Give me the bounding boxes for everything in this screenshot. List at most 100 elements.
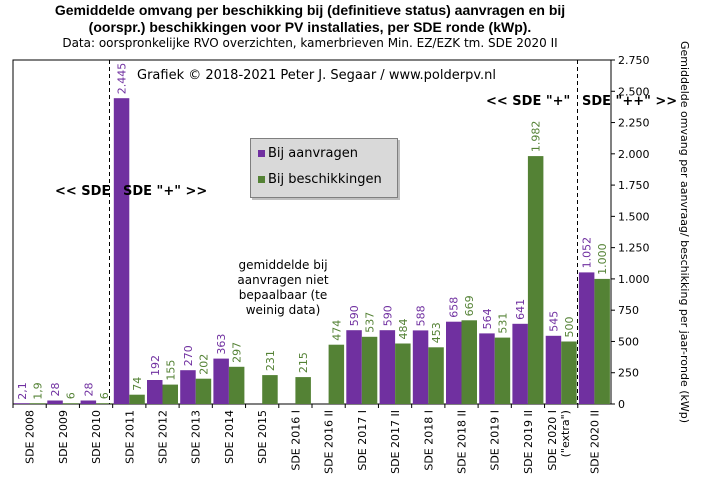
y-tick-label: 0 [618,398,625,411]
bar-beschikkingen [494,337,511,404]
bar-beschikkingen [561,341,577,404]
bar-beschikkingen [295,377,311,404]
note-line2: aanvragen niet [237,273,329,287]
note-line1: gemiddelde bij [238,258,328,272]
data-label-aanvragen: 588 [415,305,428,326]
bar-beschikkingen [527,156,544,404]
x-tick-label: SDE 2018 II [456,410,469,474]
data-label-aanvragen: 545 [547,311,560,332]
bar-beschikkingen [129,394,145,404]
bar-aanvragen [213,358,229,404]
data-label-beschikkingen: 537 [364,312,377,333]
data-label-aanvragen: 363 [215,334,228,355]
legend: Bij aanvragen Bij beschikkingen [250,138,398,198]
data-label-beschikkingen: 453 [430,322,443,343]
bar-beschikkingen [162,384,178,404]
data-label-aanvragen: 2,1 [16,382,29,400]
y-tick-label: 1.750 [618,179,650,192]
y-axis: 0 250 500 750 1.000 1.250 1.500 1.750 2.000 2.250… [611,54,650,411]
data-label-beschikkingen: 531 [497,313,510,334]
x-tick-sublabel: ("extra") [559,410,572,457]
bar-aanvragen [346,330,362,404]
chart-title-line2: (oorspr.) beschikkingen voor PV installa… [88,19,532,35]
y-tick-label: 250 [618,367,639,380]
sde-left-label: << SDE [55,184,111,199]
data-label-beschikkingen: 1.982 [530,121,543,153]
legend-swatch-aanvragen [258,150,265,157]
plot-area [12,59,612,405]
data-label-beschikkingen: 484 [397,319,410,340]
data-label-beschikkingen: 1.000 [596,243,609,275]
bar-beschikkingen [461,320,477,404]
bar-aanvragen [379,330,396,404]
y-tick-label: 1.250 [618,242,650,255]
sde-plus-right-label: SDE "+" >> [123,184,208,199]
chart-title-line1: Gemiddelde omvang per beschikking bij (d… [54,2,566,18]
x-tick-label: SDE 2008 [24,410,37,464]
data-label-aanvragen: 192 [149,355,162,376]
bar-beschikkingen [328,344,345,404]
legend-swatch-beschikkingen [258,176,265,183]
bar-beschikkingen [228,366,245,404]
bar-aanvragen [545,335,562,404]
x-tick-label: SDE 2014 [223,410,236,464]
legend-item-aanvragen: Bij aanvragen [258,146,358,161]
x-tick-label: SDE 2009 [57,410,70,464]
y-tick-label: 2.750 [618,54,650,67]
chart-subtitle: Data: oorspronkelijke RVO overzichten, k… [62,36,558,50]
bar-aanvragen [113,98,130,404]
data-label-beschikkingen: 155 [164,360,177,381]
legend-label-beschikkingen: Bij beschikkingen [268,172,382,187]
x-tick-label: SDE 2020 II [588,410,601,474]
credit-text: Grafiek © 2018-2021 Peter J. Segaar / ww… [137,68,496,83]
y-tick-label: 2.500 [618,85,650,98]
bar-beschikkingen [594,278,610,404]
bar-beschikkingen [361,336,378,404]
note-line3: bepaalbaar (te [238,288,328,302]
bar-beschikkingen [395,343,411,404]
data-label-beschikkingen: 231 [264,350,277,371]
data-label-aanvragen: 590 [381,305,394,326]
bar-beschikkingen [29,403,46,404]
bar-beschikkingen [262,375,278,404]
x-tick-label: SDE 2015 [256,410,269,464]
data-label-aanvragen: 270 [182,345,195,366]
x-tick-label: SDE 2017 II [389,410,402,474]
bar-aanvragen [479,333,495,404]
x-tick-label: SDE 2017 I [356,410,369,471]
y-tick-label: 750 [618,304,639,317]
x-tick-label: SDE 2018 I [422,410,435,471]
data-label-beschikkingen: 297 [231,342,244,363]
y-tick-label: 2.000 [618,148,650,161]
bar-aanvragen [47,400,63,404]
x-tick-label: SDE 2019 II [522,410,535,474]
data-label-aanvragen: 1.052 [581,237,594,269]
data-label-beschikkingen: 474 [330,320,343,341]
bar-aanvragen [147,380,163,404]
data-label-aanvragen: 641 [514,299,527,320]
x-tick-label: SDE 2010 [90,410,103,464]
x-tick-label: SDE 2011 [123,410,136,464]
bar-aanvragen [446,321,462,404]
data-label-beschikkingen: 1,9 [31,382,44,400]
data-label-beschikkingen: 215 [297,352,310,373]
bar-aanvragen [578,272,595,404]
bar-aanvragen [412,330,429,404]
bar-beschikkingen [96,403,112,404]
bars-group [14,98,610,404]
data-label-aanvragen: 658 [448,297,461,318]
data-label-beschikkingen: 74 [131,377,144,391]
x-tick-label: SDE 2019 I [489,410,502,471]
x-tick-label: SDE 2013 [190,410,203,464]
sde-plus-left-label: << SDE "+" [486,94,571,109]
bar-labels-group: 2,1 28 28 2.445 192 270 363 590 590 588 658 564 641 5… [16,63,609,400]
data-label-aanvragen: 590 [348,305,361,326]
x-tick-label: SDE 2020 I [546,410,559,471]
y-tick-label: 1.000 [618,273,650,286]
sde-plusplus-label: SDE "++" >> [582,94,678,109]
legend-label-aanvragen: Bij aanvragen [268,146,358,161]
data-label-aanvragen: 564 [481,308,494,329]
bar-aanvragen [512,323,528,404]
data-label-aanvragen: 28 [49,383,62,397]
y-tick-label: 1.500 [618,210,650,223]
